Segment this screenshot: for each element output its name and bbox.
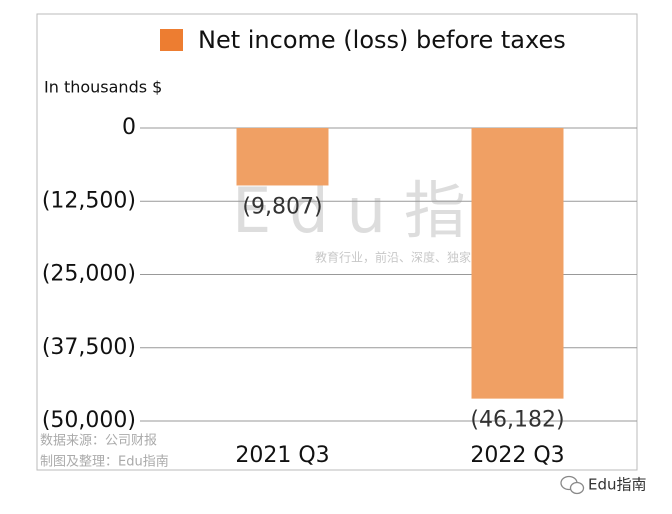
y-axis-label: In thousands $ xyxy=(44,78,162,97)
credit: 制图及整理：Edu指南 xyxy=(40,454,169,470)
y-tick-label: 0 xyxy=(122,115,136,140)
x-tick-label: 2021 Q3 xyxy=(235,443,329,468)
value-label: (46,182) xyxy=(470,408,564,433)
legend-label: Net income (loss) before taxes xyxy=(198,26,566,54)
legend-swatch xyxy=(160,29,183,51)
x-tick-label: 2022 Q3 xyxy=(470,443,564,468)
footer: Edu指南 xyxy=(588,476,647,494)
source-note: 数据来源：公司财报 xyxy=(40,434,157,449)
wechat-icon xyxy=(560,475,585,495)
value-label: (9,807) xyxy=(242,194,322,219)
y-tick-label: (50,000) xyxy=(42,408,136,433)
watermark-tagline: 教育行业，前沿、深度、独家 xyxy=(315,250,471,265)
bar xyxy=(236,128,329,186)
y-tick-label: (37,500) xyxy=(42,335,136,360)
bar xyxy=(471,128,564,399)
y-tick-label: (12,500) xyxy=(42,188,136,213)
y-tick-label: (25,000) xyxy=(42,262,136,287)
